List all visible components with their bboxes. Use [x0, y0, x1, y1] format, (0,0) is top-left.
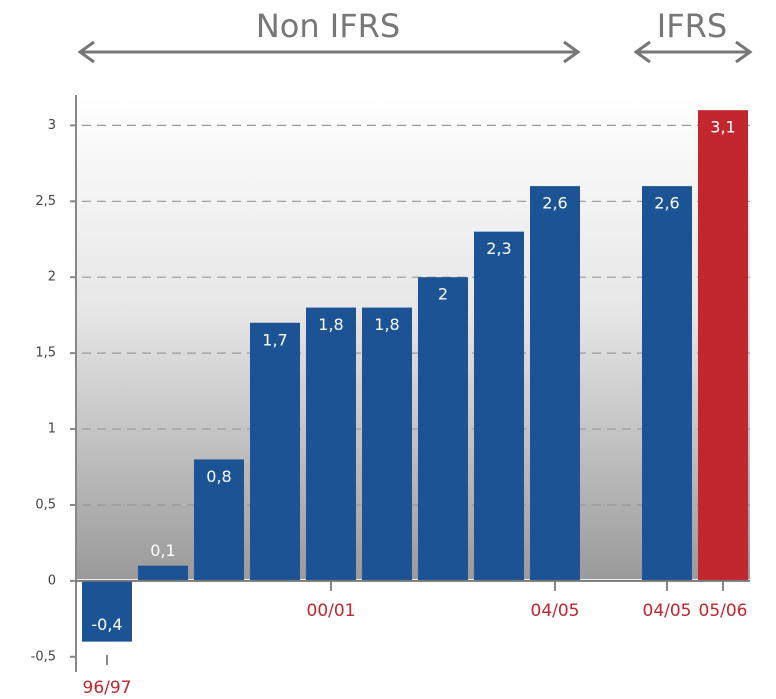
y-tick-label: 0,5 — [35, 497, 56, 512]
value-label: -0,4 — [91, 615, 122, 634]
ifrs-arrow — [633, 40, 753, 64]
bar — [194, 459, 244, 581]
value-label: 2,3 — [486, 239, 511, 258]
bar — [306, 307, 356, 581]
bar — [418, 277, 468, 581]
y-tick-label: 3 — [48, 118, 56, 133]
y-tick-label: 2 — [48, 270, 56, 285]
bar — [530, 186, 580, 581]
y-tick-label: -0,5 — [31, 649, 56, 664]
value-label: 3,1 — [710, 118, 735, 137]
value-label: 0,8 — [206, 467, 231, 486]
bar — [642, 186, 692, 581]
bar — [474, 231, 524, 581]
x-tick-label: 04/05 — [643, 601, 692, 621]
bar — [138, 565, 188, 581]
value-label: 2,6 — [542, 194, 567, 213]
value-label: 2 — [438, 285, 448, 304]
plot-background — [76, 95, 750, 579]
bar — [698, 110, 748, 581]
value-label: 0,1 — [150, 541, 175, 560]
y-tick-label: 0 — [48, 573, 56, 588]
bar — [82, 580, 132, 642]
x-tick-label: 96/97 — [83, 678, 132, 698]
value-label: 1,8 — [374, 315, 399, 334]
value-label: 1,7 — [262, 330, 287, 349]
x-tick-label: 05/06 — [699, 601, 748, 621]
annotation: Non IFRS — [256, 7, 400, 45]
y-tick-label: 1 — [48, 422, 56, 437]
y-tick-label: 2,5 — [35, 194, 56, 209]
x-tick-label: 00/01 — [307, 601, 356, 621]
value-label: 1,8 — [318, 315, 343, 334]
x-tick-label: 04/05 — [531, 601, 580, 621]
bar — [362, 307, 412, 581]
non-ifrs-arrow — [77, 40, 581, 64]
y-tick-label: 1,5 — [35, 346, 56, 361]
bar — [250, 322, 300, 581]
value-label: 2,6 — [654, 194, 679, 213]
annotation: IFRS — [657, 7, 727, 45]
